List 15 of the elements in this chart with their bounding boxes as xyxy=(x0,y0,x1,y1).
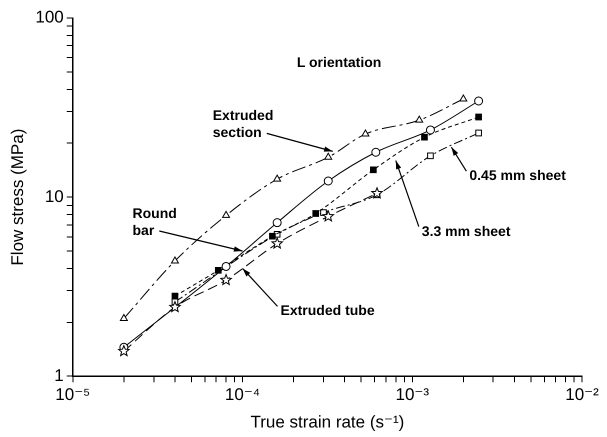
x-tick-label: 10⁻² xyxy=(565,385,600,404)
x-axis-title: True strain rate (s⁻¹) xyxy=(250,412,404,432)
y-tick-label: 100 xyxy=(35,8,64,27)
y-axis-title: Flow stress (MPa) xyxy=(8,128,27,266)
annotation: Extruded section xyxy=(212,107,274,142)
annotation: Extruded tube xyxy=(280,302,375,320)
y-tick-label: 10 xyxy=(44,186,64,206)
y-tick-label: 1 xyxy=(54,366,64,385)
annotation: 3.3 mm sheet xyxy=(422,222,511,240)
annotation: Round bar xyxy=(132,205,178,239)
x-tick-label: 10⁻⁵ xyxy=(55,385,90,404)
annotation: L orientation xyxy=(296,54,382,71)
x-tick-label: 10⁻⁴ xyxy=(224,385,260,404)
x-tick-label: 10⁻³ xyxy=(395,385,430,404)
annotation: 0.45 mm sheet xyxy=(469,167,566,184)
